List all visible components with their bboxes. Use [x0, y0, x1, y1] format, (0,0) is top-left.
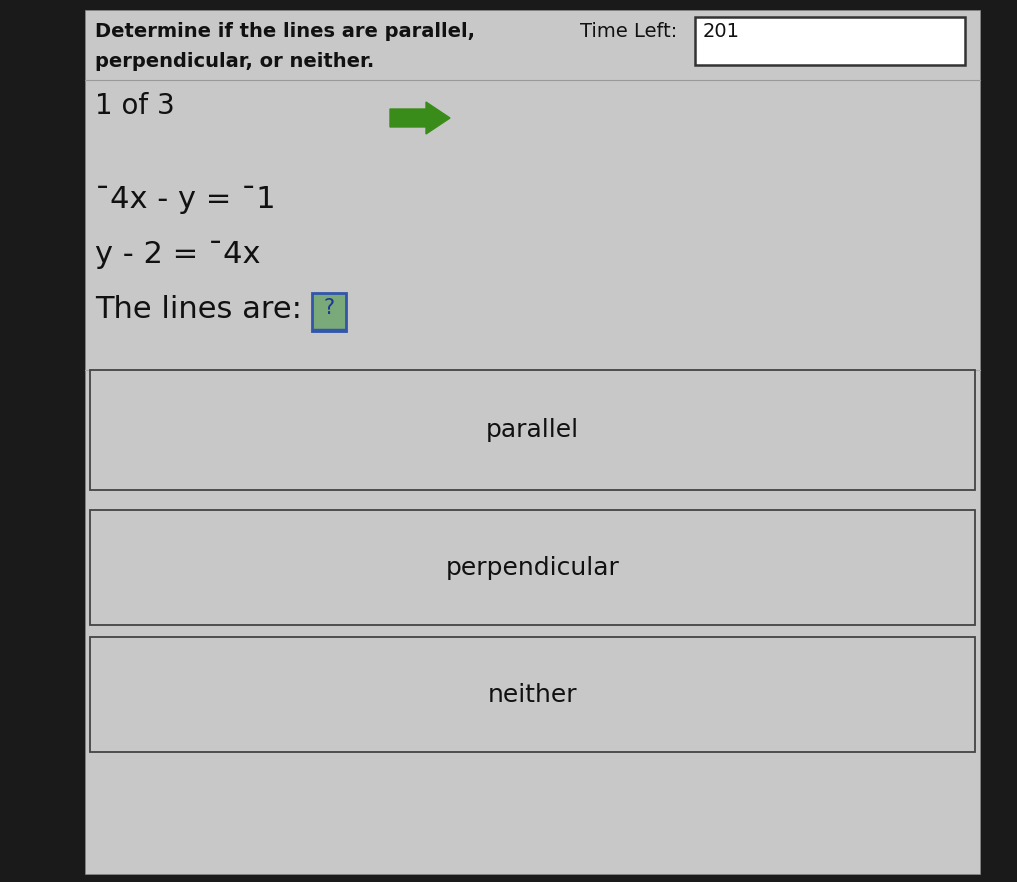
Text: 201: 201	[703, 22, 740, 41]
FancyBboxPatch shape	[89, 370, 975, 490]
FancyBboxPatch shape	[312, 293, 346, 331]
Text: perpendicular: perpendicular	[445, 556, 619, 579]
Text: ¯4x - y = ¯1: ¯4x - y = ¯1	[95, 185, 276, 214]
FancyBboxPatch shape	[695, 17, 965, 65]
FancyBboxPatch shape	[85, 10, 980, 874]
Polygon shape	[390, 102, 450, 134]
Text: neither: neither	[488, 683, 578, 706]
FancyBboxPatch shape	[89, 637, 975, 752]
Text: Time Left:: Time Left:	[580, 22, 677, 41]
FancyBboxPatch shape	[89, 510, 975, 625]
Text: Determine if the lines are parallel,: Determine if the lines are parallel,	[95, 22, 475, 41]
Text: perpendicular, or neither.: perpendicular, or neither.	[95, 52, 374, 71]
Text: parallel: parallel	[486, 418, 579, 442]
Text: The lines are:: The lines are:	[95, 295, 302, 324]
Text: y - 2 = ¯4x: y - 2 = ¯4x	[95, 240, 260, 269]
Text: 1 of 3: 1 of 3	[95, 92, 175, 120]
Text: ?: ?	[323, 298, 335, 318]
